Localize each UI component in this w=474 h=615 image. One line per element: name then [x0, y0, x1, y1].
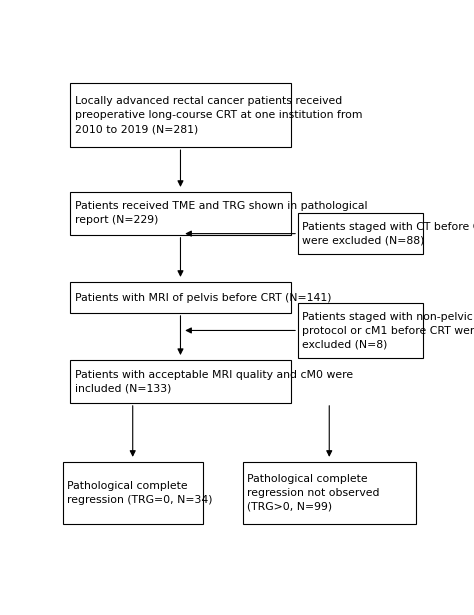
Text: Patients received TME and TRG shown in pathological
report (N=229): Patients received TME and TRG shown in p… — [75, 202, 367, 226]
Text: Patients with MRI of pelvis before CRT (N=141): Patients with MRI of pelvis before CRT (… — [75, 293, 331, 303]
Text: Patients with acceptable MRI quality and cM0 were
included (N=133): Patients with acceptable MRI quality and… — [75, 370, 353, 394]
FancyBboxPatch shape — [243, 462, 416, 524]
FancyBboxPatch shape — [298, 303, 423, 358]
Text: Locally advanced rectal cancer patients received
preoperative long-course CRT at: Locally advanced rectal cancer patients … — [75, 96, 362, 134]
Text: Pathological complete
regression not observed
(TRG>0, N=99): Pathological complete regression not obs… — [247, 474, 380, 512]
FancyBboxPatch shape — [298, 213, 423, 254]
FancyBboxPatch shape — [70, 360, 291, 403]
FancyBboxPatch shape — [70, 282, 291, 313]
Text: Pathological complete
regression (TRG=0, N=34): Pathological complete regression (TRG=0,… — [67, 481, 213, 505]
FancyBboxPatch shape — [63, 462, 202, 524]
FancyBboxPatch shape — [70, 192, 291, 235]
FancyBboxPatch shape — [70, 83, 291, 147]
Text: Patients staged with non-pelvic
protocol or cM1 before CRT were
excluded (N=8): Patients staged with non-pelvic protocol… — [302, 312, 474, 350]
Text: Patients staged with CT before CRT
were excluded (N=88): Patients staged with CT before CRT were … — [302, 221, 474, 245]
